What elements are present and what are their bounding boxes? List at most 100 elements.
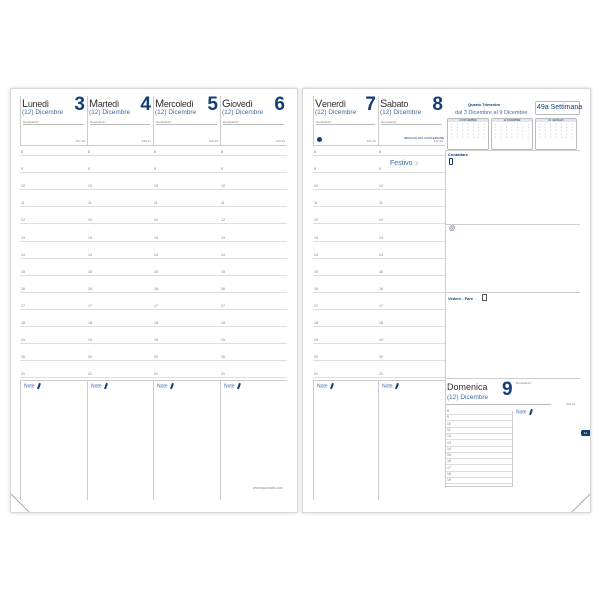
hour-row[interactable]: 8: [378, 150, 445, 156]
hour-row[interactable]: 21: [20, 372, 87, 379]
hour-row[interactable]: 8: [87, 150, 153, 156]
hour-row[interactable]: 13: [153, 236, 220, 242]
hour-row[interactable]: 11: [313, 201, 378, 208]
hour-row[interactable]: 18: [378, 321, 445, 327]
dominante-field[interactable]: Dominante*: [156, 120, 217, 125]
hour-row[interactable]: 17: [313, 304, 378, 310]
hour-row[interactable]: 19: [220, 338, 287, 345]
hour-row[interactable]: 9: [20, 167, 87, 174]
hour-row[interactable]: 12: [153, 218, 220, 225]
hour-row[interactable]: 18: [220, 321, 287, 327]
hour-row[interactable]: 8: [153, 150, 220, 156]
hour-row[interactable]: 19: [378, 338, 445, 345]
hour-row[interactable]: 19: [87, 338, 153, 345]
hour-row[interactable]: 9: [446, 415, 512, 422]
hour-row[interactable]: 17: [87, 304, 153, 310]
hour-row[interactable]: 15: [378, 270, 445, 276]
hour-row[interactable]: 20: [378, 355, 445, 362]
hour-row[interactable]: 13: [20, 236, 87, 242]
hour-row[interactable]: 20: [20, 355, 87, 362]
hour-row[interactable]: 9: [87, 167, 153, 174]
hour-row[interactable]: 9: [220, 167, 287, 174]
hour-row[interactable]: 18: [87, 321, 153, 327]
hour-row[interactable]: 11: [378, 201, 445, 208]
hour-row[interactable]: 9: [153, 167, 220, 174]
hour-row[interactable]: 21: [153, 372, 220, 379]
hour-row[interactable]: 13: [446, 441, 512, 447]
notes-area[interactable]: Note: [153, 380, 220, 500]
hour-row[interactable]: 16: [313, 287, 378, 293]
hour-row[interactable]: 16: [20, 287, 87, 293]
hour-row[interactable]: 10: [313, 184, 378, 191]
notes-area[interactable]: Note: [313, 380, 378, 500]
hour-row[interactable]: 16: [153, 287, 220, 293]
hour-row[interactable]: 11: [87, 201, 153, 208]
hour-row[interactable]: 12: [378, 218, 445, 225]
hour-row[interactable]: 14: [220, 253, 287, 259]
hour-row[interactable]: 11: [153, 201, 220, 208]
hour-row[interactable]: 21: [378, 372, 445, 379]
hour-row[interactable]: 13: [87, 236, 153, 242]
notes-area[interactable]: Note: [220, 380, 287, 500]
hour-row[interactable]: 20: [313, 355, 378, 362]
notes-area[interactable]: Note: [20, 380, 87, 500]
hour-row[interactable]: 17: [378, 304, 445, 310]
hour-row[interactable]: 10: [153, 184, 220, 191]
hour-row[interactable]: 16: [446, 459, 512, 466]
notes-area[interactable]: Note: [87, 380, 153, 500]
hour-row[interactable]: 18: [153, 321, 220, 327]
hour-row[interactable]: 8: [446, 409, 512, 415]
hour-row[interactable]: 10: [446, 422, 512, 428]
hour-row[interactable]: 14: [446, 447, 512, 453]
dominante-field[interactable]: Dominante*: [516, 381, 532, 385]
hour-row[interactable]: 15: [446, 453, 512, 460]
hour-row[interactable]: 19: [313, 338, 378, 345]
hour-row[interactable]: 19: [20, 338, 87, 345]
hour-row[interactable]: 12: [20, 218, 87, 225]
hour-row[interactable]: 14: [378, 253, 445, 259]
hour-row[interactable]: 14: [153, 253, 220, 259]
hour-row[interactable]: 10: [87, 184, 153, 191]
notes-area[interactable]: Note: [378, 380, 445, 500]
hour-row[interactable]: 12: [446, 434, 512, 441]
hour-row[interactable]: 10: [378, 184, 445, 191]
hour-row[interactable]: 14: [87, 253, 153, 259]
dominante-field[interactable]: Dominante*: [316, 120, 375, 125]
hour-row[interactable]: 19: [153, 338, 220, 345]
hour-row[interactable]: 20: [153, 355, 220, 362]
hour-row[interactable]: 11: [446, 428, 512, 434]
dominante-field[interactable]: Dominante*: [381, 120, 442, 125]
hour-row[interactable]: 15: [153, 270, 220, 276]
hour-row[interactable]: 8: [20, 150, 87, 156]
hour-row[interactable]: 13: [378, 236, 445, 242]
hour-row[interactable]: 17: [153, 304, 220, 310]
dominante-field[interactable]: Dominante*: [223, 120, 284, 125]
hour-row[interactable]: 9: [378, 167, 445, 174]
hour-row[interactable]: 17: [220, 304, 287, 310]
hour-row[interactable]: 15: [220, 270, 287, 276]
dominante-field[interactable]: Dominante*: [90, 120, 150, 125]
hour-row[interactable]: 14: [20, 253, 87, 259]
hour-row[interactable]: 16: [87, 287, 153, 293]
hour-row[interactable]: 14: [313, 253, 378, 259]
hour-row[interactable]: 12: [313, 218, 378, 225]
hour-row[interactable]: 11: [20, 201, 87, 208]
hour-row[interactable]: 16: [378, 287, 445, 293]
hour-row[interactable]: 13: [313, 236, 378, 242]
hour-row[interactable]: 12: [220, 218, 287, 225]
hour-row[interactable]: 8: [313, 150, 378, 156]
hour-row[interactable]: 17: [446, 466, 512, 472]
hour-row[interactable]: 10: [220, 184, 287, 191]
hour-row[interactable]: 21: [87, 372, 153, 379]
hour-row[interactable]: 21: [220, 372, 287, 379]
hour-row[interactable]: 8: [220, 150, 287, 156]
hour-row[interactable]: 15: [313, 270, 378, 276]
hour-row[interactable]: 20: [87, 355, 153, 362]
hour-row[interactable]: 11: [220, 201, 287, 208]
hour-row[interactable]: 18: [20, 321, 87, 327]
hour-row[interactable]: 9: [313, 167, 378, 174]
hour-row[interactable]: 10: [20, 184, 87, 191]
month-tab[interactable]: 12: [581, 430, 590, 436]
hour-row[interactable]: 20: [220, 355, 287, 362]
hour-row[interactable]: 16: [220, 287, 287, 293]
